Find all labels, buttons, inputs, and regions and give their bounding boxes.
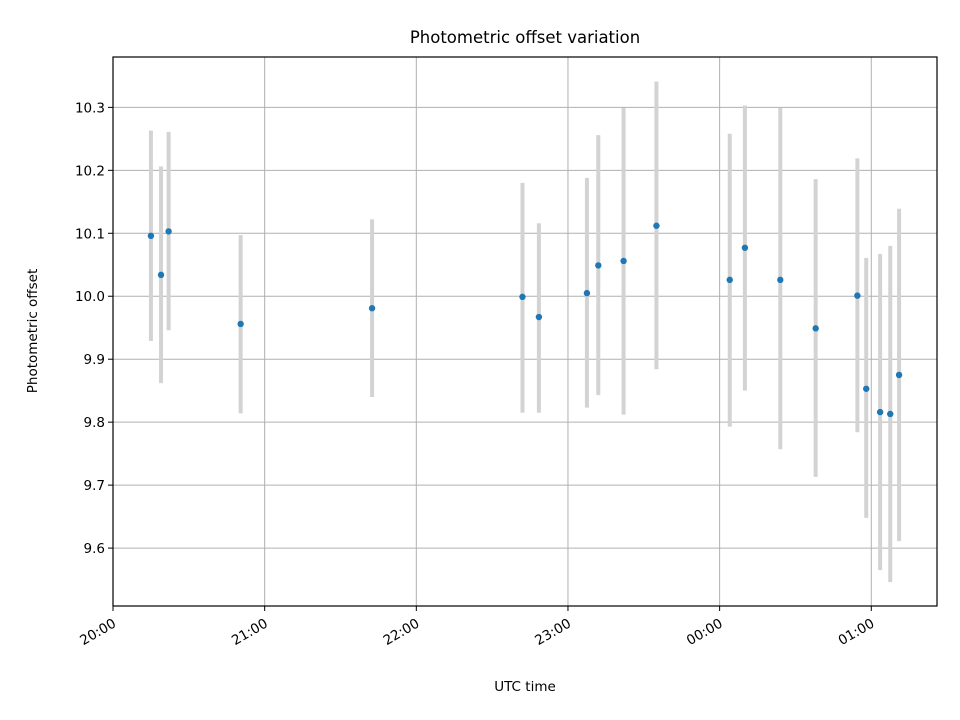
x-axis-label: UTC time bbox=[494, 679, 556, 695]
data-points bbox=[147, 222, 903, 418]
data-point bbox=[653, 222, 660, 229]
x-tick-label: 21:00 bbox=[229, 616, 271, 649]
data-point bbox=[726, 276, 733, 284]
data-point bbox=[777, 276, 784, 284]
x-tick-label: 00:00 bbox=[684, 616, 726, 649]
chart-title: Photometric offset variation bbox=[410, 28, 640, 47]
y-axis-ticks: 9.6 9.7 9.8 9.9 10.0 10.1 10.2 10.3 bbox=[75, 100, 113, 557]
x-tick-label: 20:00 bbox=[77, 616, 119, 649]
x-axis-ticks: 20:00 21:00 22:00 23:00 00:00 01:00 bbox=[77, 606, 877, 649]
y-tick-label: 9.9 bbox=[84, 352, 105, 368]
plot-frame bbox=[112, 56, 938, 607]
y-tick-label: 9.8 bbox=[84, 415, 105, 431]
data-point bbox=[519, 293, 526, 301]
x-tick-label: 22:00 bbox=[381, 616, 423, 649]
error-bars bbox=[148, 81, 902, 583]
x-tick-label: 01:00 bbox=[836, 616, 878, 649]
data-point bbox=[165, 228, 172, 235]
y-tick-label: 10.3 bbox=[75, 100, 105, 116]
data-point bbox=[620, 257, 627, 265]
data-point bbox=[854, 292, 861, 299]
y-axis-label: Photometric offset bbox=[25, 269, 41, 393]
data-point bbox=[157, 271, 165, 279]
grid-lines bbox=[112, 57, 937, 606]
data-point bbox=[863, 385, 870, 392]
data-point bbox=[887, 410, 894, 418]
data-point bbox=[876, 408, 884, 416]
data-point bbox=[535, 313, 543, 321]
data-point bbox=[237, 320, 244, 328]
y-tick-label: 9.7 bbox=[84, 478, 105, 494]
x-tick-label: 23:00 bbox=[532, 616, 574, 649]
data-point bbox=[583, 289, 591, 297]
data-point bbox=[368, 305, 376, 312]
y-tick-label: 10.1 bbox=[75, 226, 105, 242]
data-point bbox=[895, 371, 903, 379]
data-point bbox=[147, 232, 155, 240]
y-tick-label: 10.0 bbox=[75, 289, 105, 305]
y-tick-label: 10.2 bbox=[75, 163, 105, 179]
data-point bbox=[595, 262, 602, 269]
data-point bbox=[741, 244, 749, 251]
data-point bbox=[812, 325, 819, 332]
y-tick-label: 9.6 bbox=[84, 541, 105, 557]
